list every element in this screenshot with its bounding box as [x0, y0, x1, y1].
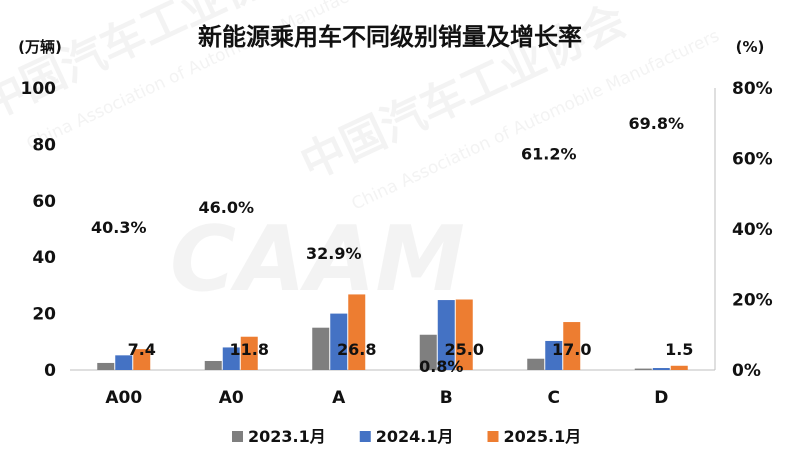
category-label: D — [654, 388, 668, 408]
right-tick-label: 20% — [732, 291, 773, 311]
growth-rate-label: 46.0% — [198, 198, 254, 217]
legend-swatch — [359, 431, 371, 442]
value-label: 11.8 — [230, 340, 269, 359]
bar — [455, 299, 473, 370]
bar — [419, 334, 437, 370]
bar — [670, 365, 688, 370]
growth-rate-label: 40.3% — [91, 218, 147, 237]
right-tick-label: 40% — [732, 220, 773, 240]
category-label: A00 — [105, 388, 142, 408]
value-label: 17.0 — [552, 340, 591, 359]
bar — [115, 355, 133, 370]
bar — [563, 322, 581, 370]
legend-label: 2023.1月 — [248, 427, 326, 446]
data-labels: 7.4 40.3% 11.8 46.0% 26.8 32.9% 25.00.8% 17.0 61… — [91, 114, 693, 376]
category-label: A0 — [219, 388, 244, 408]
category-label: C — [548, 388, 560, 408]
category-label: A — [332, 388, 346, 408]
bar — [545, 340, 563, 370]
legend-swatch — [232, 431, 243, 442]
value-label: 25.0 — [445, 340, 484, 359]
legend-swatch — [487, 431, 499, 442]
bar — [97, 362, 115, 370]
left-axis-unit: (万辆) — [18, 38, 62, 56]
bar — [204, 360, 222, 370]
bar — [222, 347, 240, 370]
bar — [652, 368, 670, 370]
bar — [240, 336, 258, 370]
growth-rate-label: 69.8% — [628, 114, 684, 133]
bar — [527, 358, 545, 370]
bars — [97, 294, 688, 370]
legend: 2023.1月 2024.1月 2025.1月 — [232, 427, 581, 446]
watermark-cn-top: 中国汽车工业协会 — [0, 0, 314, 130]
left-tick-label: 40 — [32, 248, 56, 268]
left-tick-label: 20 — [32, 305, 56, 325]
bar — [348, 294, 366, 370]
right-tick-label: 60% — [732, 150, 773, 170]
left-tick-label: 60 — [32, 192, 56, 212]
bar — [634, 368, 652, 370]
value-label: 7.4 — [128, 340, 156, 359]
left-tick-label: 80 — [32, 135, 56, 155]
bar — [312, 327, 330, 370]
bar — [133, 349, 151, 370]
bar — [437, 300, 455, 370]
right-axis-unit: (%) — [736, 38, 765, 56]
axes: 0 20 40 60 80 100 0% 20% 40% 60% 80% A00 A0 A B C D — [21, 79, 773, 408]
category-label: B — [440, 388, 453, 408]
legend-label: 2024.1月 — [376, 427, 454, 446]
watermark-logo: CAAM — [170, 207, 465, 312]
growth-rate-label: 0.8% — [419, 357, 463, 376]
value-label: 1.5 — [665, 340, 693, 359]
bar — [330, 313, 348, 370]
growth-rate-label: 32.9% — [306, 244, 362, 263]
left-tick-label: 0 — [44, 361, 56, 381]
right-tick-label: 80% — [732, 79, 773, 99]
growth-rate-label: 61.2% — [521, 144, 577, 163]
left-tick-label: 100 — [21, 79, 57, 99]
legend-label: 2025.1月 — [504, 427, 582, 446]
right-tick-label: 0% — [732, 361, 761, 381]
value-label: 26.8 — [337, 340, 376, 359]
chart-title: 新能源乘用车不同级别销量及增长率 — [198, 23, 582, 51]
